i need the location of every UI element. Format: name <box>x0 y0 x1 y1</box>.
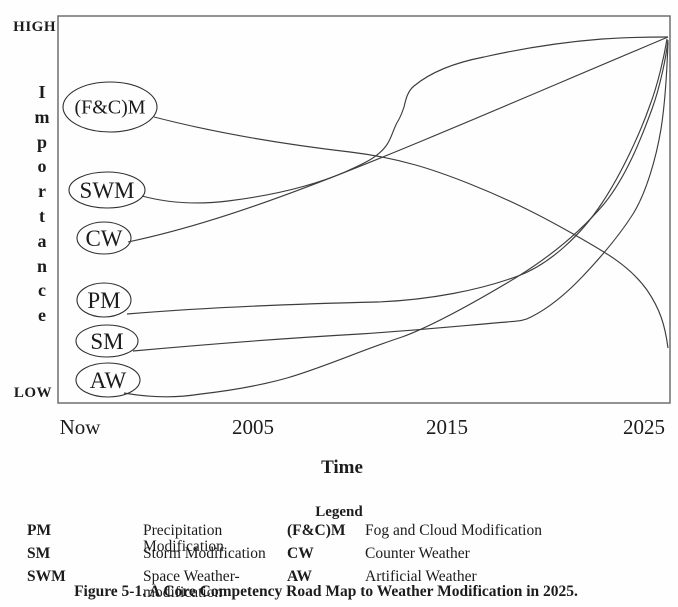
legend-title: Legend <box>315 504 363 520</box>
y-axis-high-label: HIGH <box>13 19 56 35</box>
plot-border <box>57 15 671 404</box>
ellipse-artificial-weather <box>75 362 141 398</box>
ellipse-storm-modification <box>75 324 139 358</box>
legend-name-aw: Artificial Weather <box>365 568 477 585</box>
series-label-space-weather-modification: SWM <box>79 178 135 203</box>
series-label-precipitation-modification: PM <box>87 288 121 313</box>
series-label-artificial-weather: AW <box>89 368 127 393</box>
series-label-storm-modification: SM <box>90 329 124 354</box>
legend-abbr-sm: SM <box>27 545 51 562</box>
y-axis-letter: p <box>36 131 47 152</box>
curve-counter-weather <box>127 36 669 243</box>
legend-abbr-fcm: (F&C)M <box>287 522 346 539</box>
legend-abbr-aw: AW <box>287 568 312 585</box>
series-label-fog-cloud-modification: (F&C)M <box>74 96 146 119</box>
y-axis-low-label: LOW <box>13 385 52 401</box>
legend-row: SWM Space Weather-modification AW Artifi… <box>27 569 667 601</box>
legend-row: PM Precipitation Modification (F&C)M Fog… <box>27 523 667 555</box>
legend-name-sm: Storm Modification <box>143 545 266 562</box>
legend-abbr-cw: CW <box>287 545 314 562</box>
y-axis-letter: r <box>38 181 46 202</box>
curve-precipitation-modification <box>126 38 668 315</box>
x-tick-2025: 2025 <box>623 415 665 439</box>
y-axis-letter: n <box>36 255 47 276</box>
x-tick-2015: 2015 <box>426 415 468 439</box>
y-axis-letter: e <box>38 305 46 326</box>
x-tick-2005: 2005 <box>232 415 274 439</box>
legend-row: SM Storm Modification CW Counter Weather <box>27 546 667 562</box>
x-tick-now: Now <box>59 415 101 439</box>
y-axis-letter: m <box>34 106 50 127</box>
series-label-counter-weather: CW <box>85 226 123 251</box>
ellipse-fog-cloud-modification <box>62 81 158 133</box>
ellipse-counter-weather <box>76 221 132 255</box>
curve-storm-modification <box>132 41 669 352</box>
y-axis-letter: a <box>37 230 47 251</box>
legend-name-swm: Space Weather-modification <box>143 568 240 601</box>
roadmap-chart <box>57 15 671 404</box>
x-axis-title: Time <box>321 457 363 478</box>
ellipse-precipitation-modification <box>76 282 132 318</box>
ellipse-space-weather-modification <box>68 171 146 209</box>
legend-name-cw: Counter Weather <box>365 545 470 562</box>
figure-caption: Figure 5-1. A Core Competency Road Map t… <box>74 583 578 600</box>
y-axis-letter: I <box>38 82 46 102</box>
y-axis-letter: o <box>37 156 47 177</box>
curve-fog-cloud-modification <box>153 116 669 349</box>
legend-abbr-swm: SWM <box>27 568 66 585</box>
y-axis-letter: t <box>39 205 45 226</box>
legend-name-fcm: Fog and Cloud Modification <box>365 522 542 539</box>
y-axis-letter: c <box>38 280 46 301</box>
curve-space-weather-modification <box>141 36 669 204</box>
legend-name-pm: Precipitation Modification <box>143 522 224 555</box>
legend-abbr-pm: PM <box>27 522 52 539</box>
curve-artificial-weather <box>123 39 669 398</box>
y-axis-title: I m p o r t a n c e <box>26 80 58 328</box>
